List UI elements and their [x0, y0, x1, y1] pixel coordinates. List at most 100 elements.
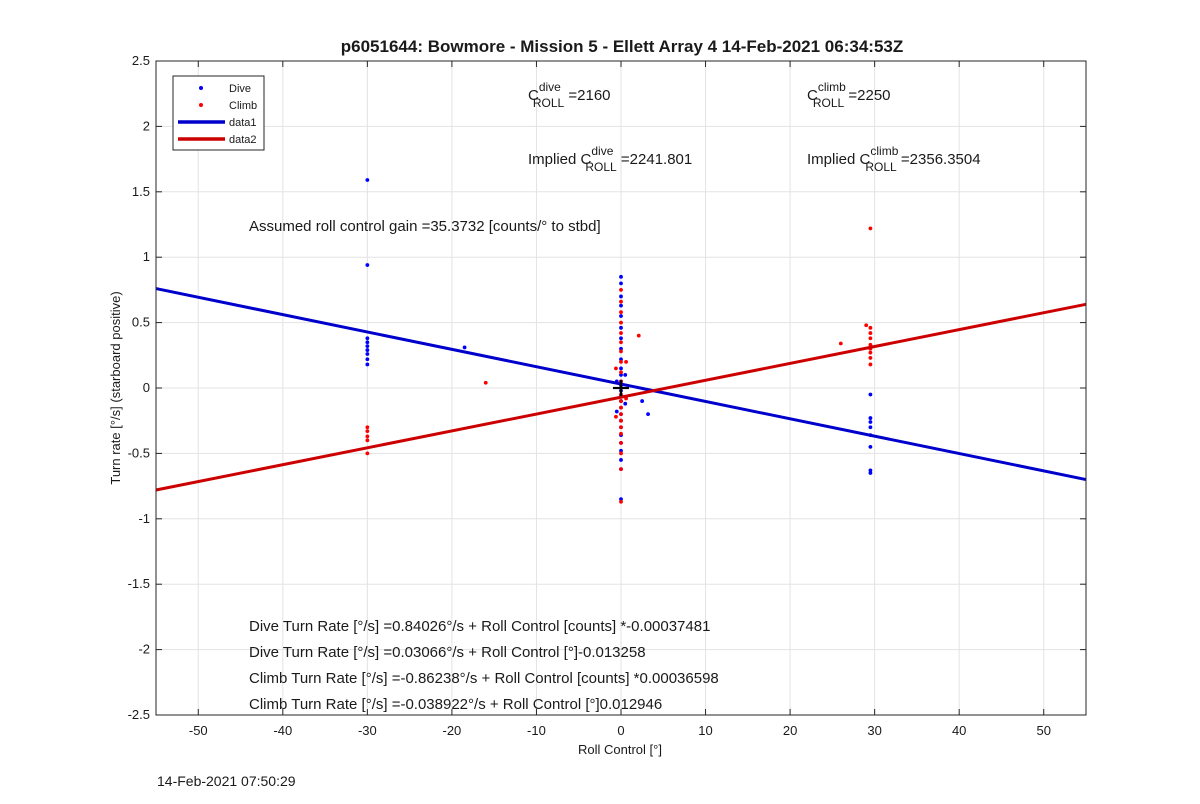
y-tick-label: -2.5 [128, 707, 150, 722]
dive-point [640, 399, 645, 403]
series-data2-line [155, 302, 1087, 492]
climb-point [619, 349, 623, 354]
climb-point [619, 310, 623, 315]
y-axis-label: Turn rate [°/s] (starboard positive) [108, 291, 123, 484]
dive-point [365, 352, 370, 356]
dive-point [619, 314, 623, 318]
dive-point [868, 425, 873, 430]
dive-point [619, 346, 623, 351]
x-tick-label: -10 [527, 723, 546, 738]
dive-point [619, 366, 623, 371]
y-tick-label: 2.5 [132, 53, 150, 68]
climb-point [619, 288, 623, 292]
dive-point [365, 344, 370, 349]
y-tick-label: 1 [143, 249, 150, 264]
climb-point [365, 451, 370, 456]
chart-title: p6051644: Bowmore - Mission 5 - Ellett A… [341, 37, 904, 56]
climb-point [619, 418, 623, 423]
fit-dive-degrees: Dive Turn Rate [°/s] =0.03066°/s + Roll … [249, 644, 646, 661]
dive-point [868, 392, 873, 397]
plot-area: -50 -40 -30 -20 -10 0 10 20 30 40 50-2.5-2-1.5-1-0… [128, 53, 1087, 738]
dive-point [462, 345, 467, 350]
x-tick-label: -30 [358, 723, 377, 738]
origin-plus-marker [613, 380, 629, 396]
x-tick-label: 30 [867, 723, 881, 738]
fit-dive-counts: Dive Turn Rate [°/s] =0.84026°/s + Roll … [249, 618, 710, 635]
x-axis-label: Roll Control [°] [578, 742, 662, 757]
x-tick-label: -40 [273, 723, 292, 738]
series-layer [155, 178, 1087, 504]
axis-ticks: -50 -40 -30 -20 -10 0 10 20 30 40 50-2.5-2-1.5-1-0… [128, 53, 1086, 738]
dive-point [619, 448, 623, 453]
c-roll-dive-annotation: Cdive ROLL =2160 [528, 80, 611, 110]
fit-climb-degrees: Climb Turn Rate [°/s] =-0.038922°/s + Ro… [249, 696, 662, 713]
dive-point [868, 468, 873, 473]
y-tick-label: 0 [143, 380, 150, 395]
y-tick-label: 0.5 [132, 315, 150, 330]
dive-point [619, 281, 623, 286]
dive-point [619, 294, 623, 299]
fit-climb-counts: Climb Turn Rate [°/s] =-0.86238°/s + Rol… [249, 670, 719, 687]
climb-point [868, 350, 873, 355]
implied-c-roll-dive-annotation: Implied Cdive ROLL =2241.801 [528, 144, 692, 174]
climb-point [868, 362, 873, 367]
dive-point [868, 444, 873, 449]
climb-point [365, 429, 370, 434]
legend-marker [199, 86, 203, 90]
legend-label: data2 [229, 134, 257, 146]
dive-point [619, 325, 623, 330]
climb-point [619, 299, 623, 304]
climb-point [868, 226, 873, 231]
c-roll-climb-annotation: Cclimb ROLL =2250 [807, 80, 891, 110]
dive-point [365, 178, 370, 182]
x-tick-label: 50 [1036, 723, 1050, 738]
y-tick-label: -2 [138, 642, 150, 657]
climb-point [619, 340, 623, 345]
dive-point [868, 471, 873, 475]
implied-c-roll-climb-annotation: Implied Cclimb ROLL =2356.3504 [807, 144, 981, 174]
climb-point [619, 331, 623, 335]
climb-point [636, 333, 641, 338]
climb-point [614, 414, 618, 419]
dive-point [619, 336, 623, 341]
climb-point [624, 359, 628, 364]
legend-label: data1 [229, 117, 257, 129]
climb-point [365, 434, 370, 439]
climb-point [619, 359, 623, 364]
legend-item-dive: Dive [199, 83, 251, 95]
y-tick-label: -1.5 [128, 576, 150, 591]
climb-point [868, 336, 873, 341]
legend-item-climb: Climb [199, 100, 257, 112]
legend-marker [199, 103, 203, 107]
climb-point [619, 467, 623, 471]
y-tick-label: -1 [138, 511, 150, 526]
dive-point [619, 274, 623, 279]
dive-point [365, 340, 370, 345]
climb-point [365, 425, 370, 430]
dive-point [619, 357, 623, 362]
dive-point [623, 401, 628, 406]
climb-point [483, 380, 488, 385]
climb-point [864, 323, 869, 328]
climb-point [614, 366, 618, 371]
climb-point [619, 399, 623, 403]
dive-point [365, 336, 370, 341]
legend-label: Climb [229, 100, 257, 112]
x-tick-label: 10 [698, 723, 712, 738]
climb-point [619, 441, 623, 445]
x-tick-label: -50 [189, 723, 208, 738]
dive-point [619, 497, 623, 502]
climb-point [365, 438, 370, 443]
legend-item-data2: data2 [178, 134, 257, 146]
climb-point [868, 325, 873, 330]
x-tick-label: 0 [617, 723, 624, 738]
dive-point [365, 263, 370, 267]
dive-point [365, 348, 370, 352]
x-tick-label: -20 [443, 723, 462, 738]
climb-point [619, 431, 623, 436]
dive-point [646, 412, 650, 417]
legend-label: Dive [229, 83, 251, 95]
dive-point [619, 458, 623, 462]
dive-point [868, 420, 873, 424]
